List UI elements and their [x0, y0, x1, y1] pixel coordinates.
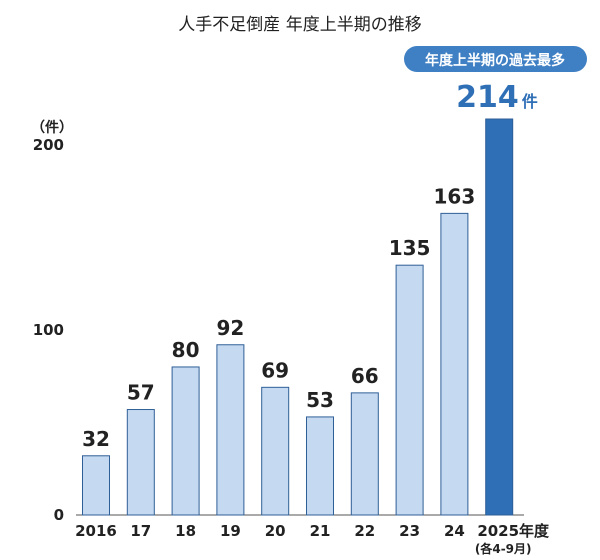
record-value: 214 件 [456, 80, 538, 115]
bar [126, 409, 155, 516]
bar [82, 455, 110, 516]
record-badge-label: 年度上半期の過去最多 [425, 52, 565, 69]
x-axis: 2016 17 18 19 20 21 22 23 24 2025年度(各4-9月) [75, 522, 550, 556]
bar [395, 264, 424, 516]
x-tick-label: 17 [130, 522, 151, 540]
data-label: 53 [306, 388, 334, 412]
x-tick-label: 19 [220, 522, 241, 540]
bar [261, 386, 290, 516]
x-tick-label: 2025年度 [477, 522, 550, 540]
bar [171, 366, 200, 516]
y-tick-label: 0 [54, 506, 64, 524]
chart-title: 人手不足倒産 年度上半期の推移 [178, 15, 421, 35]
data-label: 135 [389, 236, 431, 260]
bar-highlight [485, 118, 514, 516]
bar [440, 212, 469, 516]
y-axis-unit: （件） [31, 119, 73, 136]
data-label: 57 [127, 381, 155, 405]
y-tick-label: 200 [33, 136, 64, 154]
bar [306, 416, 334, 516]
highlight-annotation: 年度上半期の過去最多 214 件 [404, 46, 587, 115]
x-tick-label: 21 [310, 522, 331, 540]
data-label: 66 [351, 364, 379, 388]
data-label: 32 [82, 427, 110, 451]
record-value-unit: 件 [522, 92, 538, 111]
data-label: 80 [172, 338, 200, 362]
x-tick-label: 2016 [75, 522, 117, 540]
x-tick-note: (各4-9月) [475, 541, 532, 556]
y-tick-label: 100 [33, 321, 64, 339]
data-label: 163 [434, 184, 476, 208]
x-tick-label: 18 [175, 522, 196, 540]
bar [350, 392, 379, 516]
data-label: 92 [216, 316, 244, 340]
data-labels: 32 57 80 92 69 53 66 135 163 [82, 184, 475, 450]
record-value-number: 214 [456, 80, 519, 115]
bar [216, 344, 245, 516]
x-tick-label: 23 [399, 522, 420, 540]
bars [82, 118, 514, 516]
data-label: 69 [261, 358, 289, 382]
x-tick-label: 20 [265, 522, 286, 540]
record-badge [404, 46, 587, 72]
x-tick-label: 22 [354, 522, 375, 540]
x-tick-label: 24 [444, 522, 465, 540]
